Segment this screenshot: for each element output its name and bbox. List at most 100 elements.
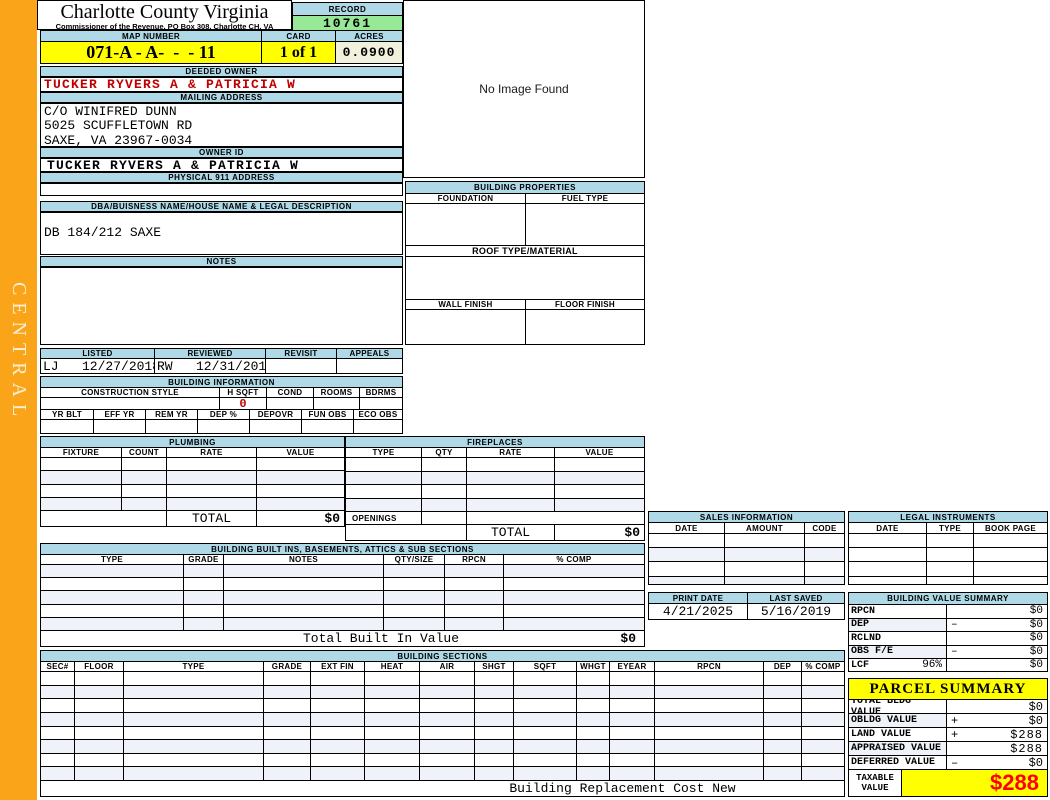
print-date-value: 4/21/2025 — [662, 604, 734, 619]
appeals-value — [336, 359, 402, 374]
physical-911-header: PHYSICAL 911 ADDRESS — [40, 172, 403, 183]
table-row — [41, 698, 844, 712]
lcf-value: $0 — [1029, 659, 1043, 671]
map-number-label: MAP NUMBER — [41, 31, 261, 41]
dep-pct-label: DEP % — [197, 410, 249, 419]
sidebar-central-tab[interactable]: CENTRAL — [8, 282, 30, 424]
ext-fin-label: EXT FIN — [310, 662, 364, 671]
value-label: VALUE — [256, 448, 344, 458]
mailing-line: 5025 SCUFFLETOWN RD — [44, 118, 193, 134]
type-label: TYPE — [372, 448, 395, 458]
table-row — [41, 671, 844, 685]
table-row — [41, 725, 844, 740]
notes-box — [40, 267, 403, 345]
fun-obs-label: FUN OBS — [301, 410, 353, 419]
table-row — [849, 547, 1047, 562]
dep-value: $0 — [1029, 618, 1043, 631]
qty-label: QTY — [421, 448, 466, 458]
op: – — [951, 645, 958, 658]
table-row — [41, 419, 402, 433]
table-row — [41, 711, 844, 726]
table-row — [346, 497, 644, 512]
building-information: BUILDING INFORMATION CONSTRUCTION STYLE … — [40, 376, 403, 434]
sec-num-label: SEC# — [46, 662, 69, 671]
type-label: TYPE — [100, 555, 124, 565]
land-value: $288 — [1010, 728, 1043, 741]
lcf-label: LCF — [851, 659, 870, 671]
table-row — [41, 564, 644, 578]
deeded-owner-header: DEEDED OWNER — [40, 66, 403, 77]
table-row — [41, 739, 844, 753]
instruments-title: LEGAL INSTRUMENTS — [849, 512, 1047, 522]
record-block: RECORD 10761 — [292, 2, 403, 31]
bdrms-label: BDRMS — [359, 388, 402, 397]
owner-id-header: OWNER ID — [40, 147, 403, 158]
cell — [41, 511, 166, 526]
mailing-line: C/O WINIFRED DUNN — [44, 104, 177, 119]
obs-fe-label: OBS F/E — [849, 645, 946, 658]
listed-value: LJ 12/27/2018 — [43, 359, 154, 374]
rate-label: RATE — [466, 448, 554, 458]
building-properties: BUILDING PROPERTIES FOUNDATION FUEL TYPE… — [405, 181, 645, 345]
rooms-value — [313, 398, 359, 409]
notes-label: NOTES — [223, 555, 383, 565]
image-panel: No Image Found — [403, 0, 645, 178]
last-saved-value: 5/16/2019 — [747, 604, 844, 619]
deferred-value: $0 — [1028, 756, 1043, 769]
type-label: TYPE — [926, 523, 973, 533]
cond-value — [266, 398, 313, 409]
air-label: AIR — [419, 662, 474, 671]
appeals-label: APPEALS — [336, 349, 402, 358]
building-sections-footer: Building Replacement Cost New — [41, 780, 844, 796]
dep-label: DEP — [849, 618, 946, 631]
mailing-line: SAXE, VA 23967-0034 — [44, 132, 193, 148]
cond-label: COND — [266, 388, 313, 397]
taxable-value: $288 — [901, 770, 1047, 796]
rpcn-label: RPCN — [851, 605, 876, 617]
table-row — [849, 561, 1047, 576]
parcel-summary-title: PARCEL SUMMARY — [849, 679, 1047, 699]
building-information-title: BUILDING INFORMATION — [41, 377, 402, 387]
fixture-label: FIXTURE — [62, 448, 100, 458]
print-date-label: PRINT DATE — [672, 593, 724, 603]
built-ins-table: BUILDING BUILT INS, BASEMENTS, ATTICS & … — [40, 543, 645, 647]
grade-label: GRADE — [263, 662, 310, 671]
op: – — [951, 756, 959, 769]
table-row — [346, 484, 644, 498]
table-row — [41, 752, 844, 767]
cell — [466, 512, 644, 525]
county-header: Charlotte County Virginia Commissioner o… — [37, 0, 292, 31]
record-value: 10761 — [293, 15, 402, 31]
table-row — [41, 590, 644, 604]
foundation-label: FOUNDATION — [437, 194, 494, 203]
plumbing-table: PLUMBING FIXTURE COUNT RATE VALUE TOTAL … — [40, 436, 345, 527]
deeded-owner-value: TUCKER RYVERS A & PATRICIA W — [40, 77, 403, 92]
table-row — [649, 561, 844, 576]
book-page-label: BOOK PAGE — [973, 523, 1047, 533]
shgt-label: SHGT — [474, 662, 513, 671]
revisit-value — [265, 359, 336, 374]
heat-label: HEAT — [364, 662, 419, 671]
commissioner-line: Commissioner of the Revenue, PO Box 308,… — [55, 22, 274, 31]
mailing-address-header: MAILING ADDRESS — [40, 92, 403, 103]
appraised-value-label: APPRAISED VALUE — [849, 742, 946, 755]
legal-description-header: DBA/BUISNESS NAME/HOUSE NAME & LEGAL DES… — [40, 201, 403, 212]
obldg-value: $0 — [1028, 714, 1043, 727]
sales-information: SALES INFORMATION DATE AMOUNT CODE — [648, 511, 845, 585]
cell — [421, 512, 466, 525]
bdrms-value — [359, 398, 402, 409]
acres-label: ACRES — [335, 31, 402, 41]
table-row — [41, 483, 344, 497]
eff-yr-label: EFF YR — [93, 410, 145, 419]
acres-value: 0.0900 — [335, 42, 402, 63]
plumbing-total-value: $0 — [256, 511, 344, 526]
rpcn-label: RPCN — [444, 555, 503, 565]
table-row — [41, 577, 644, 591]
wall-floor-values — [406, 309, 644, 344]
fireplaces-table: FIREPLACES TYPE QTY RATE VALUE OPENINGS … — [345, 436, 645, 541]
eyear-label: EYEAR — [609, 662, 654, 671]
card-label: CARD — [261, 31, 335, 41]
record-label: RECORD — [293, 3, 402, 15]
rpcn-label: RPCN — [654, 662, 763, 671]
reviewed-value: RW 12/31/2018 — [154, 359, 265, 374]
